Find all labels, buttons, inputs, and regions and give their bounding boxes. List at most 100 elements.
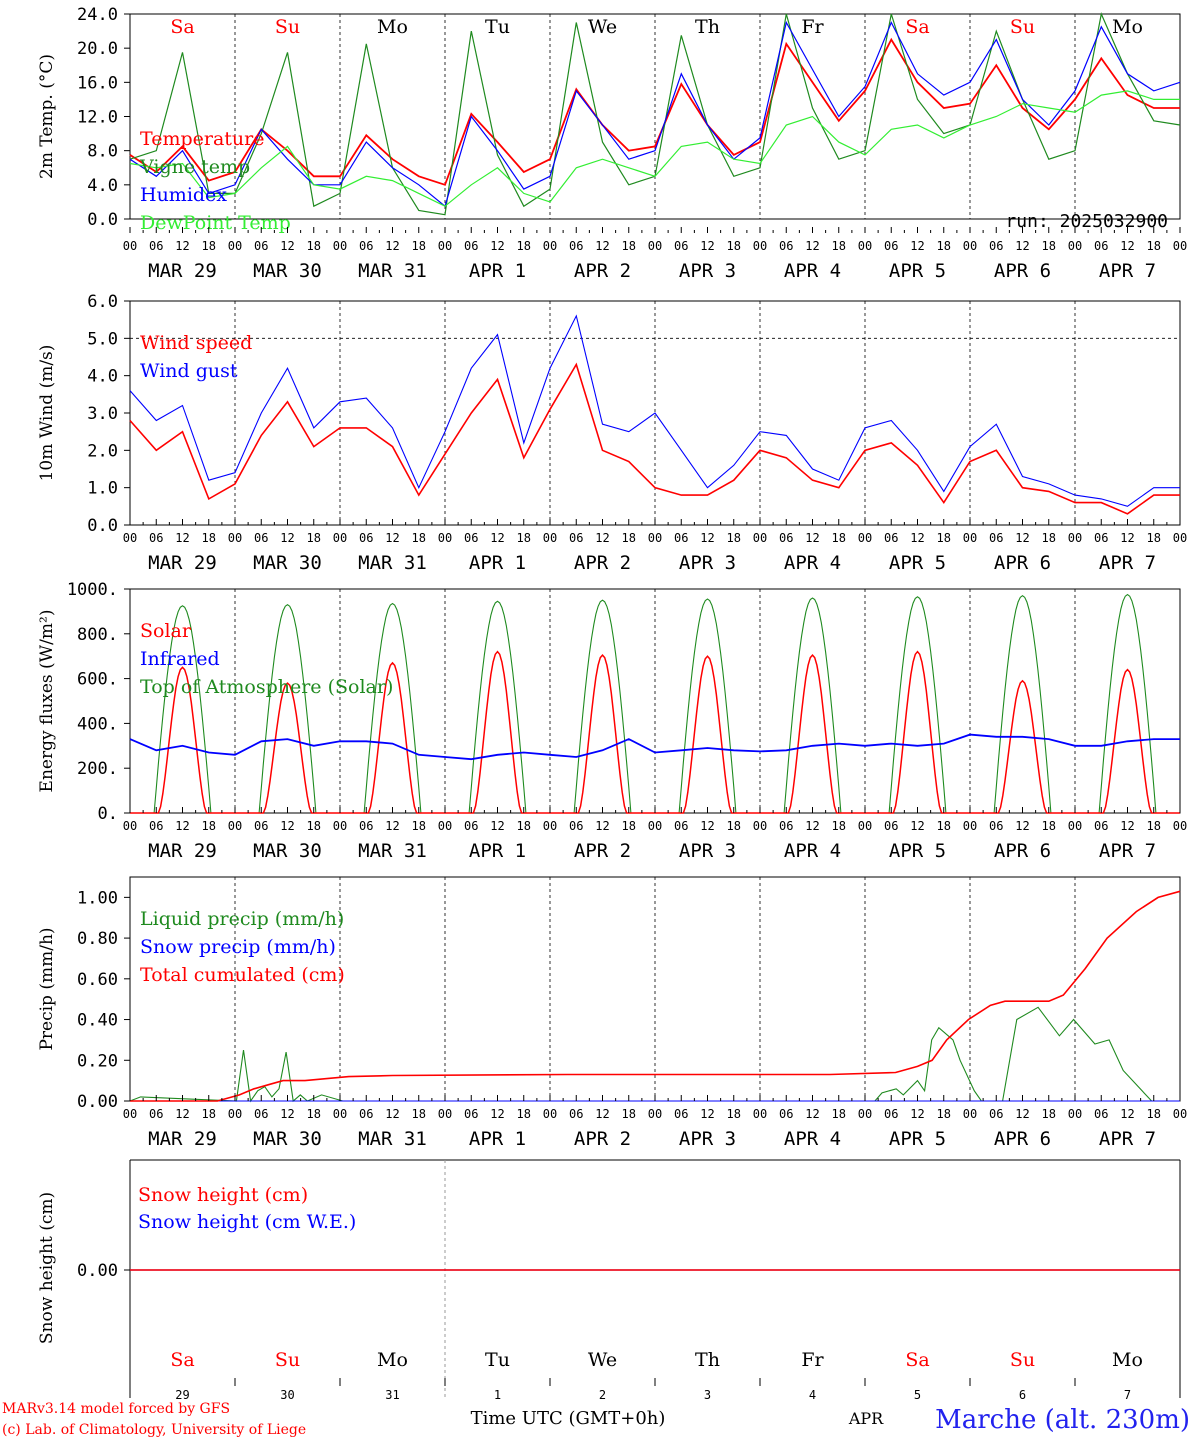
x-tick-label: 00 xyxy=(228,531,242,545)
x-tick-label: 12 xyxy=(1015,1107,1029,1121)
x-tick-label: 06 xyxy=(884,239,898,253)
y-tick-label: 0.0 xyxy=(87,516,118,536)
x-tick-label: 12 xyxy=(490,1107,504,1121)
y-tick-label: 8.0 xyxy=(87,142,118,162)
x-tick-label: 00 xyxy=(1173,819,1187,833)
x-tick-label: 06 xyxy=(464,1107,478,1121)
date-label: APR 3 xyxy=(679,840,736,862)
x-tick-label: 00 xyxy=(333,239,347,253)
x-tick-label: 00 xyxy=(438,1107,452,1121)
x-tick-label: 00 xyxy=(858,239,872,253)
date-label: APR 2 xyxy=(574,260,631,282)
x-tick-label: 12 xyxy=(175,239,189,253)
x-tick-label: 06 xyxy=(989,819,1003,833)
x-tick-label: 18 xyxy=(1042,239,1056,253)
y-tick-label: 6.0 xyxy=(87,292,118,312)
y-tick-label: 2.0 xyxy=(87,441,118,461)
x-axis-title: Time UTC (GMT+0h) xyxy=(471,1408,666,1429)
x-tick-label: 06 xyxy=(569,531,583,545)
y-axis-label: Snow height (cm) xyxy=(37,1192,57,1344)
y-tick-label: 4.0 xyxy=(87,367,118,387)
x-tick-label: 12 xyxy=(910,1107,924,1121)
x-tick-label: 06 xyxy=(674,531,688,545)
x-tick-label: 00 xyxy=(648,819,662,833)
y-tick-label: 0.80 xyxy=(77,929,118,949)
x-tick-label: 06 xyxy=(1094,819,1108,833)
date-label: APR 4 xyxy=(784,552,841,574)
weekday-label: Mo xyxy=(377,16,408,38)
date-label: APR 5 xyxy=(889,1128,946,1150)
x-tick-label: 12 xyxy=(175,531,189,545)
date-label: APR 5 xyxy=(889,552,946,574)
x-tick-label: 12 xyxy=(280,1107,294,1121)
weekday-label: We xyxy=(588,16,617,38)
x-tick-label: 12 xyxy=(1120,1107,1134,1121)
model-credit: MARv3.14 model forced by GFS xyxy=(2,1401,230,1417)
x-tick-label: 06 xyxy=(149,531,163,545)
panel-2: 0.0 1.0 2.0 3.0 4.0 5.0 6.0 10m Wind (m/s) Wind … xyxy=(37,292,1187,574)
date-label: APR 6 xyxy=(994,1128,1051,1150)
y-tick-label: 0.40 xyxy=(77,1011,118,1031)
date-label: APR 6 xyxy=(994,840,1051,862)
x-tick-label: 18 xyxy=(727,239,741,253)
series-line xyxy=(129,37,1180,186)
x-tick-label: 00 xyxy=(753,239,767,253)
x-tick-label: 18 xyxy=(307,531,321,545)
x-tick-label: 12 xyxy=(700,819,714,833)
x-tick-label: 06 xyxy=(884,819,898,833)
date-label: APR 1 xyxy=(469,840,526,862)
x-tick-label: 18 xyxy=(622,239,636,253)
x-tick-label: 12 xyxy=(175,1107,189,1121)
x-tick-label: 18 xyxy=(937,239,951,253)
legend-liquid-precip-mm-h-: Liquid precip (mm/h) xyxy=(140,908,344,930)
x-tick-label: 06 xyxy=(254,819,268,833)
weekday-label: Sa xyxy=(170,16,194,38)
y-tick-label: 0.0 xyxy=(87,210,118,230)
x-tick-label: 00 xyxy=(648,531,662,545)
x-tick-label: 18 xyxy=(202,531,216,545)
x-tick-label: 12 xyxy=(805,819,819,833)
x-tick-label: 12 xyxy=(910,531,924,545)
x-tick-label: 12 xyxy=(1015,819,1029,833)
x-tick-label: 18 xyxy=(622,531,636,545)
legend-wind-gust: Wind gust xyxy=(140,360,238,382)
x-tick-label: 00 xyxy=(228,1107,242,1121)
weekday-label: Su xyxy=(1010,16,1035,38)
x-tick-label: 00 xyxy=(963,1107,977,1121)
date-label: MAR 31 xyxy=(358,552,427,574)
x-tick-label: 12 xyxy=(385,1107,399,1121)
date-label: APR 7 xyxy=(1099,552,1156,574)
series-line xyxy=(129,20,1181,208)
y-tick-label: 0.00 xyxy=(77,1092,118,1112)
x-tick-label: 18 xyxy=(412,1107,426,1121)
x-tick-label: 00 xyxy=(228,239,242,253)
x-tick-label: 00 xyxy=(1068,1107,1082,1121)
x-tick-label: 06 xyxy=(779,531,793,545)
x-tick-label: 00 xyxy=(858,1107,872,1121)
x-tick-label: 06 xyxy=(464,819,478,833)
y-tick-label: 24.0 xyxy=(77,5,118,25)
x-tick-label: 06 xyxy=(989,1107,1003,1121)
y-axis-label: 10m Wind (m/s) xyxy=(37,345,57,482)
day-number-label: 3 xyxy=(704,1388,711,1402)
x-tick-label: 00 xyxy=(123,1107,137,1121)
x-tick-label: 06 xyxy=(779,819,793,833)
weekday-label: We xyxy=(588,1349,617,1371)
panel-3: 0. 200. 400. 600. 800. 1000. Energy fluxes (W/… xyxy=(37,580,1187,862)
day-number-label: 29 xyxy=(175,1388,189,1402)
date-label: MAR 29 xyxy=(148,260,217,282)
weekday-label: Mo xyxy=(377,1349,408,1371)
x-tick-label: 12 xyxy=(385,239,399,253)
x-tick-label: 00 xyxy=(543,531,557,545)
legend-solar: Solar xyxy=(140,620,192,642)
x-tick-label: 18 xyxy=(307,1107,321,1121)
date-label: APR 7 xyxy=(1099,840,1156,862)
date-label: APR 1 xyxy=(469,1128,526,1150)
x-tick-label: 06 xyxy=(989,239,1003,253)
weekday-label: Tu xyxy=(485,1349,510,1371)
x-tick-label: 00 xyxy=(648,1107,662,1121)
x-tick-label: 12 xyxy=(280,239,294,253)
x-tick-label: 12 xyxy=(595,239,609,253)
x-tick-label: 06 xyxy=(779,239,793,253)
x-tick-label: 18 xyxy=(307,819,321,833)
